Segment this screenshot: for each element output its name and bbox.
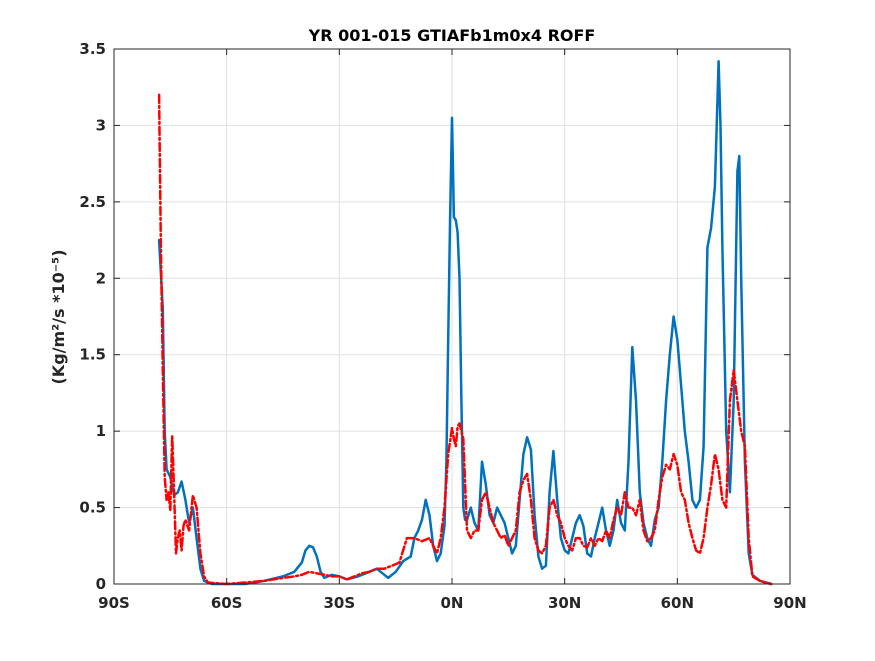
y-axis-label: (Kg/m²/s *10⁻⁵) <box>49 249 68 384</box>
y-tick-label: 2 <box>96 269 106 287</box>
axis-ticks: 90S 60S 30S 0N 30N 60N 90N 0 0.5 1 1.5 2 2.5 3 3.5 <box>79 40 806 612</box>
x-tick-label: 60N <box>661 594 694 612</box>
y-tick-label: 1.5 <box>79 346 106 364</box>
x-tick-label: 90N <box>773 594 806 612</box>
y-tick-label: 0 <box>96 575 106 593</box>
y-tick-label: 1 <box>96 422 106 440</box>
x-tick-label: 30S <box>323 594 355 612</box>
series-line-1 <box>157 59 773 586</box>
x-tick-label: 60S <box>211 594 243 612</box>
x-tick-label: 90S <box>98 594 130 612</box>
y-tick-label: 3.5 <box>79 40 106 58</box>
x-tick-label: 0N <box>441 594 464 612</box>
y-tick-label: 3 <box>96 116 106 134</box>
y-tick-label: 2.5 <box>79 193 106 211</box>
x-tick-label: 30N <box>548 594 581 612</box>
y-tick-label: 0.5 <box>79 499 106 517</box>
chart-title: YR 001-015 GTIAFb1m0x4 ROFF <box>308 26 596 45</box>
